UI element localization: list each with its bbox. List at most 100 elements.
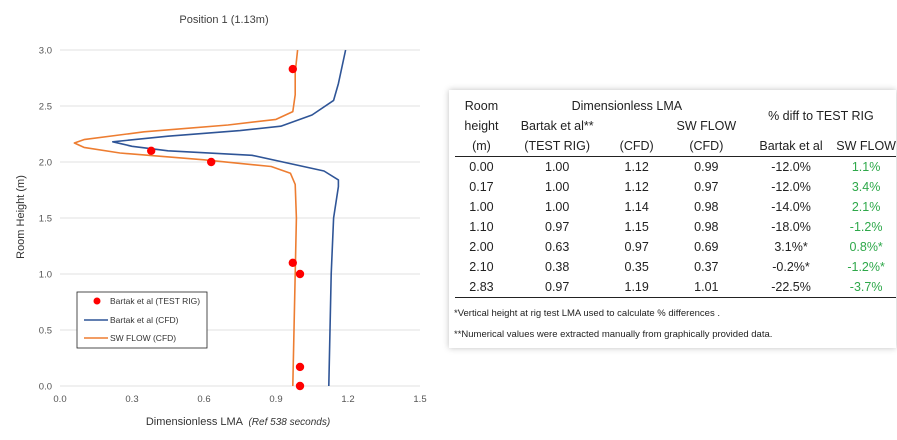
cell-height: 2.00 [469,240,494,254]
cell-swflow: 0.99 [694,160,719,174]
cell-swflow: 0.69 [694,240,719,254]
y-tick-label: 0.5 [39,326,52,337]
cell-diff-sw: -1.2%* [847,260,885,274]
table-row: 2.83 0.97 1.19 1.01 -22.5% -3.7% [455,277,896,298]
cell-diff-bartak: -0.2%* [772,260,810,274]
cell-cfd: 0.97 [624,240,649,254]
comparison-table: Room Dimensionless LMA % diff to TEST RI… [455,96,896,298]
cell-height: 1.00 [469,200,494,214]
cell-diff-bartak: -12.0% [771,160,811,174]
hdr-dim-lma: Dimensionless LMA [571,99,683,113]
y-axis-label: Room Height (m) [15,175,27,259]
test-rig-point [295,381,305,391]
cell-cfd: 1.15 [624,220,649,234]
test-rig-point [147,146,156,155]
cell-diff-bartak: -18.0% [771,220,811,234]
cell-height: 1.10 [469,220,494,234]
cell-height: 2.83 [455,277,508,298]
cell-test-rig: 0.38 [545,260,570,274]
cell-height: 2.10 [469,260,494,274]
hdr-bartak: Bartak et al** [520,119,594,133]
series-lines [73,49,347,387]
table-row: 0.00 1.00 1.12 0.99 -12.0% 1.1% [455,157,896,178]
hdr-blank [606,116,666,136]
cell-diff-bartak: -14.0% [771,200,811,214]
chart-svg: Position 1 (1.13m) 0.0 0.5 1.0 1.5 2.0 2.5 3.0… [15,14,427,428]
series-markers [147,64,305,391]
cell-test-rig: 0.97 [507,277,607,298]
header-row-2: height Bartak et al** SW FLOW [455,116,896,136]
table-row: 2.10 0.38 0.35 0.37 -0.2%* -1.2%* [455,257,896,277]
hdr-swflow-cfd: (CFD) [666,136,746,157]
y-tick-label: 1.0 [39,270,52,281]
x-tick-label: 1.2 [341,394,354,405]
hdr-diff-bartak: Bartak et al [745,136,837,157]
header-row-3: (m) (TEST RIG) (CFD) (CFD) Bartak et al … [455,136,896,157]
hdr-unit: (m) [455,136,508,157]
legend-marker-test-rig [93,297,101,305]
x-tick-label: 1.5 [413,394,426,405]
series-line-1 [112,49,347,387]
cell-height: 0.17 [469,180,494,194]
test-rig-point [288,64,297,74]
test-rig-point [295,269,305,279]
cell-diff-sw: -1.2% [849,220,883,234]
cell-test-rig: 0.97 [545,220,570,234]
x-axis-label-main: Dimensionless LMA [146,416,244,428]
cell-cfd: 1.12 [624,180,649,194]
test-rig-point [207,157,216,167]
y-tick-label: 2.5 [39,102,52,113]
cell-height: 0.00 [469,160,494,174]
table-footnote-1: *Vertical height at rig test LMA used to… [454,308,720,319]
x-tick-label: 0.9 [269,394,282,405]
cell-swflow: 0.97 [694,180,719,194]
legend: Bartak et al (TEST RIG) Bartak et al (CF… [76,291,208,349]
test-rig-point [295,362,305,372]
cell-diff-sw: 2.1% [851,200,881,214]
cell-diff-bartak: -12.0% [771,180,811,194]
legend-label-bartak-cfd: Bartak et al (CFD) [110,315,179,325]
table-row: 1.10 0.97 1.15 0.98 -18.0% -1.2% [455,217,896,237]
x-axis-label-suffix: (Ref 538 seconds) [248,417,330,428]
hdr-height: height [464,119,499,133]
table-footnote-2: **Numerical values were extracted manual… [454,329,773,340]
cell-cfd: 1.12 [624,160,649,174]
chart-panel: Position 1 (1.13m) 0.0 0.5 1.0 1.5 2.0 2.5 3.0… [0,0,448,440]
cell-cfd: 1.19 [606,277,667,298]
cell-swflow: 1.01 [666,277,746,298]
x-tick-label: 0.3 [125,394,138,405]
chart-title: Position 1 (1.13m) [179,14,268,26]
hdr-swflow: SW FLOW [676,119,737,133]
series-line-2 [73,49,299,387]
cell-swflow: 0.98 [694,220,719,234]
cell-swflow: 0.37 [694,260,719,274]
cell-diff-sw: 1.1% [851,160,881,174]
x-axis-label: Dimensionless LMA (Ref 538 seconds) [146,416,330,428]
hdr-cfd: (CFD) [606,136,667,157]
legend-label-sw-flow: SW FLOW (CFD) [110,333,176,343]
y-tick-label: 2.0 [39,158,52,169]
cell-diff-bartak: 3.1%* [774,240,808,254]
hdr-pct-diff: % diff to TEST RIG [768,109,874,123]
cell-diff-sw: -3.7% [836,277,896,298]
cell-swflow: 0.98 [694,200,719,214]
hdr-test-rig: (TEST RIG) [507,136,607,157]
cell-diff-sw: 0.8%* [849,240,883,254]
cell-cfd: 0.35 [624,260,649,274]
x-tick-label: 0.6 [197,394,210,405]
header-row-1: Room Dimensionless LMA % diff to TEST RI… [455,96,896,123]
cell-test-rig: 0.63 [545,240,570,254]
cell-cfd: 1.14 [624,200,649,214]
x-ticks: 0.0 0.3 0.6 0.9 1.2 1.5 [53,394,426,405]
x-tick-label: 0.0 [53,394,66,405]
y-tick-label: 3.0 [39,46,52,57]
y-tick-label: 0.0 [39,382,52,393]
cell-test-rig: 1.00 [545,160,570,174]
table-row: 2.00 0.63 0.97 0.69 3.1%* 0.8%* [455,237,896,257]
legend-label-test-rig: Bartak et al (TEST RIG) [110,296,200,306]
cell-test-rig: 1.00 [545,180,570,194]
cell-diff-bartak: -22.5% [745,277,837,298]
hdr-room: Room [464,99,499,113]
cell-test-rig: 1.00 [545,200,570,214]
table-row: 1.00 1.00 1.14 0.98 -14.0% 2.1% [455,197,896,217]
